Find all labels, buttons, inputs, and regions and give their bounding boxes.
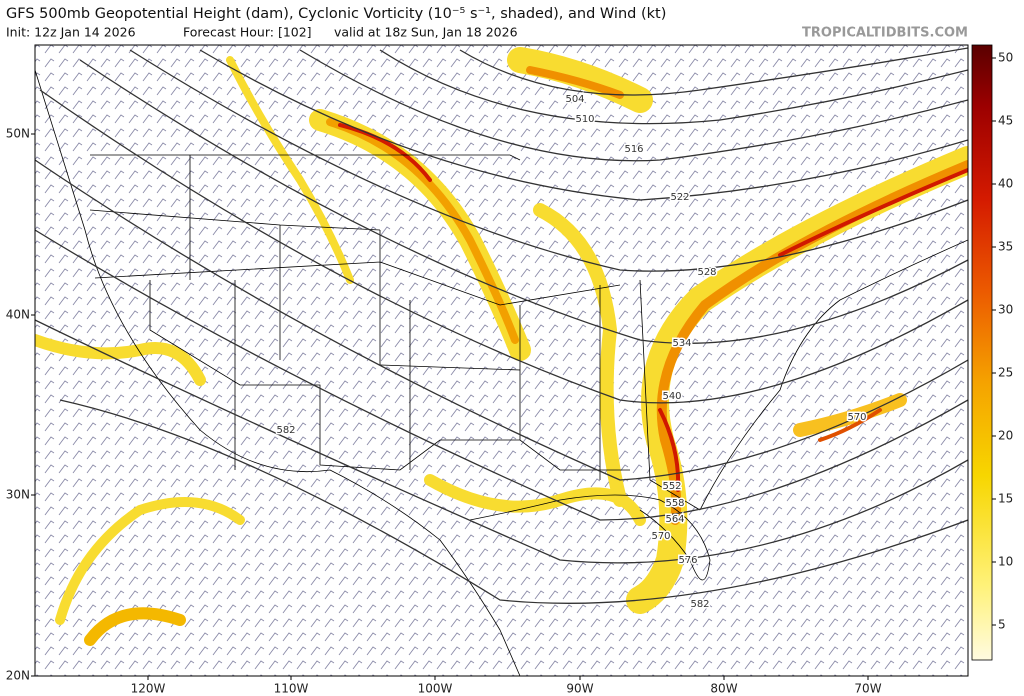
init-time: Init: 12z Jan 14 2026 [6,25,136,40]
longitude-label: 120W [131,682,166,696]
colorbar-tick-label: 25 [998,366,1013,380]
latitude-label: 20N [6,669,30,683]
contour-label: 576 [678,555,697,566]
contour-label: 528 [697,267,716,278]
longitude-label: 100W [418,682,453,696]
forecast-hour: Forecast Hour: [102] [183,25,312,40]
map-frame [34,44,969,677]
contour-label: 504 [565,94,584,105]
contour-label: 582 [276,425,295,436]
contour-label: 540 [662,391,681,402]
contour-label-group: 504 510 516 522 528 534 540 552 558 564 570 576 582 5… [275,93,868,612]
contour-label: 564 [665,514,684,525]
colorbar-tick-label: 15 [998,492,1013,506]
colorbar-tick-label: 45 [998,114,1013,128]
contour-label: 552 [662,481,681,492]
latitude-label: 30N [6,488,30,502]
colorbar-tick-label: 5 [998,618,1006,632]
colorbar-tick-label: 35 [998,240,1013,254]
contour-label: 558 [665,498,684,509]
colorbar-tick-label: 40 [998,177,1013,191]
vorticity-shading [35,47,968,646]
colorbar-tick-label: 20 [998,429,1013,443]
title: GFS 500mb Geopotential Height (dam), Cyc… [6,6,666,22]
contour-label: 570 [651,531,670,542]
contour-label: 522 [670,192,689,203]
contour-label: 534 [672,338,691,349]
height-contours [35,47,968,604]
latitude-label: 40N [6,308,30,322]
contour-label: 570 [847,412,866,423]
source-watermark: TROPICALTIDBITS.COM [802,26,968,41]
colorbar-tick-label: 30 [998,303,1013,317]
latitude-label: 50N [6,127,30,141]
contour-label: 582 [690,599,709,610]
longitude-label: 90W [566,682,593,696]
colorbar-tick-label: 50 [998,51,1013,65]
contour-label: 510 [575,114,594,125]
longitude-label: 110W [274,682,309,696]
map-area: 504 510 516 522 528 534 540 552 558 564 570 576 582 5… [35,45,968,676]
longitude-label: 70W [854,682,881,696]
wind-barbs [35,45,968,676]
contour-label: 516 [624,144,643,155]
colorbar [971,44,993,661]
longitude-label: 80W [710,682,737,696]
valid-time: valid at 18z Sun, Jan 18 2026 [334,25,518,40]
colorbar-tick-label: 10 [998,555,1013,569]
